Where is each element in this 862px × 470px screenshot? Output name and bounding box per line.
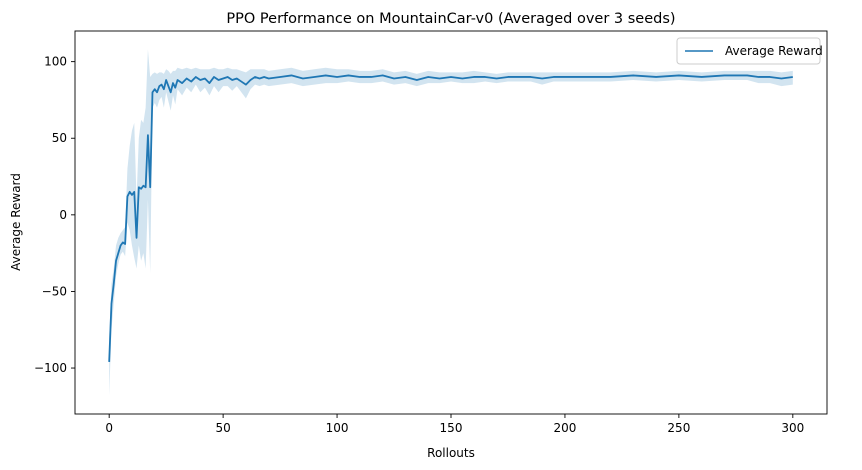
y-tick-label: −100 bbox=[34, 361, 67, 375]
x-tick-label: 100 bbox=[326, 421, 349, 435]
y-tick-label: 100 bbox=[44, 55, 67, 69]
legend-entry-average-reward: Average Reward bbox=[725, 44, 823, 58]
x-tick-label: 0 bbox=[105, 421, 113, 435]
legend: Average Reward bbox=[676, 37, 823, 65]
x-axis-label: Rollouts bbox=[427, 446, 475, 460]
x-tick-label: 300 bbox=[781, 421, 804, 435]
y-axis-label: Average Reward bbox=[9, 173, 23, 271]
y-tick-label: −50 bbox=[42, 284, 67, 298]
y-tick-label: 0 bbox=[59, 208, 67, 222]
legend-box bbox=[676, 37, 821, 65]
y-axis: −100 −50 0 50 100 bbox=[34, 55, 75, 375]
chart-title: PPO Performance on MountainCar-v0 (Avera… bbox=[226, 11, 675, 27]
plot-area bbox=[108, 49, 793, 396]
series-line-0 bbox=[108, 74, 793, 362]
x-tick-label: 150 bbox=[440, 421, 463, 435]
confidence-band-0 bbox=[109, 49, 793, 396]
y-tick-label: 50 bbox=[52, 131, 67, 145]
x-tick-label: 50 bbox=[215, 421, 230, 435]
x-tick-label: 200 bbox=[553, 421, 576, 435]
x-axis: 0 50 100 150 200 250 300 bbox=[105, 414, 804, 435]
x-tick-label: 250 bbox=[667, 421, 690, 435]
